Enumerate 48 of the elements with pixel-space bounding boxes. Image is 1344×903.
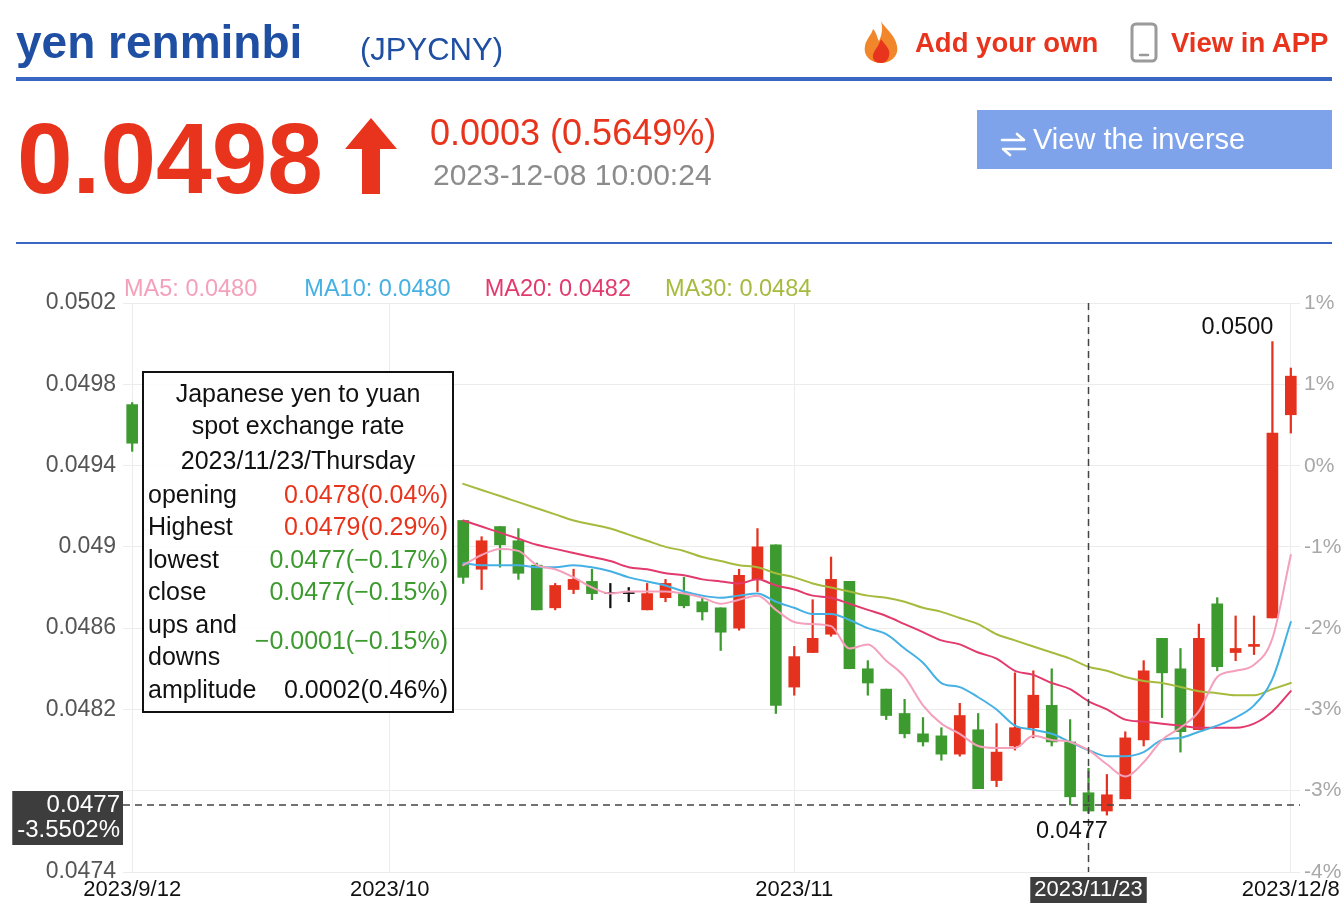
y2-tick-label: -2% bbox=[1304, 614, 1342, 638]
x-tick-label: 2023/10 bbox=[349, 876, 430, 902]
x-tick-label: 2023/11 bbox=[755, 876, 834, 902]
y2-tick-label: 1% bbox=[1304, 289, 1335, 313]
annotation: 2023/11/23/Thursday bbox=[180, 445, 416, 474]
annotation: 0.0479(0.29%) bbox=[283, 512, 448, 541]
annotation: Highest bbox=[148, 512, 233, 541]
y2-tick-label: 0% bbox=[1304, 452, 1335, 476]
y2-tick-label: -3% bbox=[1304, 695, 1342, 719]
text: MA20: 0.0482 bbox=[484, 275, 631, 302]
line-series bbox=[462, 562, 1292, 758]
text: MA10: 0.0480 bbox=[304, 275, 451, 302]
annotation: amplitude bbox=[148, 674, 257, 703]
line-series bbox=[462, 482, 1292, 697]
y-tick-label: 0.0494 bbox=[45, 450, 117, 477]
annotation: 0.0477 bbox=[1036, 817, 1108, 844]
annotation: opening bbox=[148, 479, 237, 508]
y2-tick-label: -3% bbox=[1304, 777, 1342, 801]
chart-subtitle: (JPYCNY) bbox=[360, 32, 503, 67]
text: Add your own bbox=[915, 27, 1099, 58]
annotation: 0.0002(0.46%) bbox=[283, 674, 448, 703]
annotation: close bbox=[148, 577, 207, 606]
annotation: 0.0500 bbox=[1201, 313, 1274, 340]
y2-tick-label: 1% bbox=[1304, 371, 1335, 395]
y-tick-label: 0.0482 bbox=[45, 694, 116, 721]
y-tick-label: 0.0498 bbox=[45, 369, 116, 396]
chart-title: yen renminbi bbox=[16, 16, 303, 68]
text: MA30: 0.0484 bbox=[664, 275, 812, 302]
text: View the inverse bbox=[1033, 123, 1246, 155]
text: 0.0003 (0.5649%) bbox=[430, 112, 717, 153]
y-tick-label: 0.0502 bbox=[45, 288, 116, 315]
annotation: 0.0477(−0.17%) bbox=[269, 544, 448, 573]
annotation: Japanese yen to yuan spot exchange rate bbox=[175, 378, 421, 440]
text: -3.5502% bbox=[17, 814, 120, 842]
ref-line-label: 0.0477 bbox=[46, 789, 120, 817]
line-series bbox=[462, 547, 1292, 778]
line-series bbox=[462, 519, 1292, 729]
annotation: lowest bbox=[148, 544, 219, 573]
y-tick-label: 0.049 bbox=[58, 532, 116, 559]
text: 2023-12-08 10:00:24 bbox=[433, 158, 712, 191]
annotation: −0.0001(−0.15%) bbox=[254, 626, 448, 655]
text: MA5: 0.0480 bbox=[124, 275, 258, 302]
y2-tick-label: -1% bbox=[1304, 534, 1342, 558]
y-tick-label: 0.0486 bbox=[45, 613, 116, 640]
text: View in APP bbox=[1171, 27, 1329, 58]
annotation: 0.0478(0.04%) bbox=[283, 479, 448, 508]
annotation: 0.0477(−0.15%) bbox=[269, 577, 448, 606]
x-tick-label: 2023/11/23 bbox=[1034, 876, 1143, 902]
